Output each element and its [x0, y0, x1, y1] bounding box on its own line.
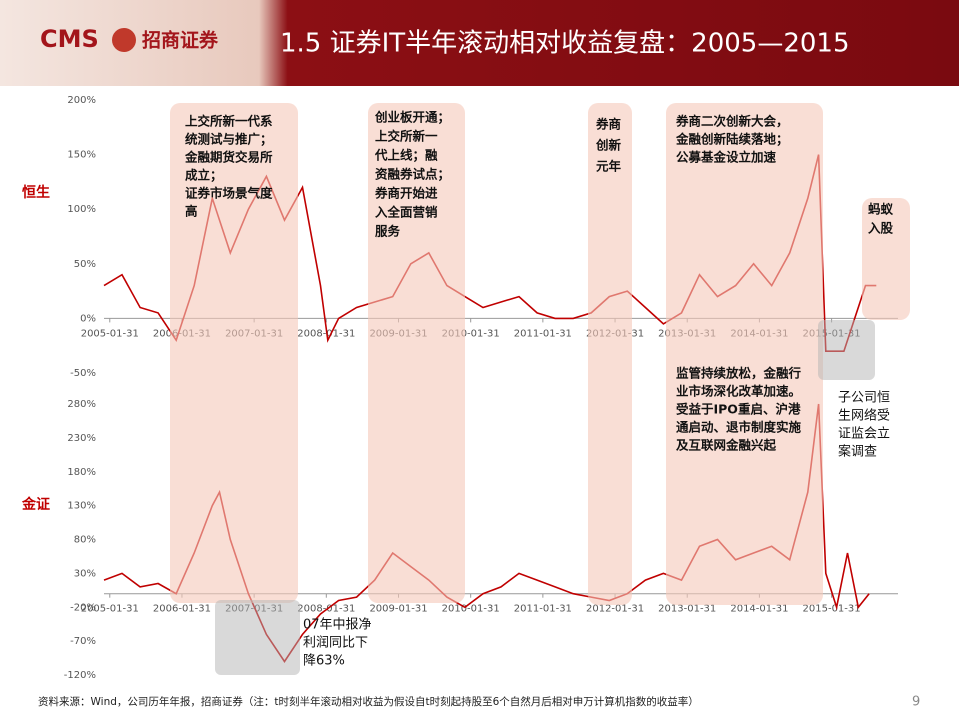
logo-cn: 招商证券 [142, 29, 219, 52]
y-tick-label: 280% [67, 399, 96, 410]
y-tick-label: 200% [67, 95, 96, 106]
x-tick-label: 2013-01-31 [658, 604, 716, 615]
annotation: 创业板开通； [374, 110, 450, 125]
y-tick-label: 150% [67, 150, 96, 161]
event-box [818, 320, 875, 380]
event-box [215, 600, 300, 675]
y-tick-label: 230% [67, 433, 96, 444]
y-tick-label: -50% [70, 368, 96, 379]
annotation: 07年中报净 [303, 618, 372, 633]
annotation: 生网络受 [838, 408, 890, 424]
highlight-period [666, 103, 823, 605]
annotation: 业市场深化改革加速。 [676, 384, 801, 399]
x-tick-label: 2015-01-31 [803, 604, 861, 615]
y-tick-label: 50% [74, 259, 96, 270]
x-tick-label: 2011-01-31 [514, 328, 572, 339]
annotation: 上交所新一 [375, 129, 438, 144]
y-tick-label: 100% [67, 204, 96, 215]
annotation: 通启动、退市制度实施 [676, 420, 802, 435]
annotation: 及互联网金融兴起 [676, 438, 777, 453]
logo-icon [112, 28, 136, 52]
header-band [0, 0, 959, 86]
highlight-period [862, 198, 910, 320]
x-tick-label: 2009-01-31 [369, 604, 427, 615]
x-tick-label: 2005-01-31 [81, 604, 139, 615]
annotation: 证监会立 [838, 427, 890, 442]
y-tick-label: 30% [74, 568, 96, 579]
annotation: 证券市场景气度 [185, 186, 273, 201]
annotation: 券商 [595, 117, 621, 132]
annotation: 创新 [595, 138, 622, 153]
annotation: 监管持续放松，金融行 [676, 366, 802, 381]
x-tick-label: 2006-01-31 [153, 604, 211, 615]
y-tick-label: -70% [70, 636, 96, 647]
annotation: 金融期货交易所 [184, 150, 273, 165]
annotation: 公募基金设立加速 [676, 150, 777, 165]
y-tick-label: 80% [74, 535, 96, 546]
annotation: 服务 [375, 224, 401, 239]
annotation: 券商二次创新大会， [675, 114, 789, 129]
annotation: 受益于IPO重启、沪港 [676, 402, 801, 417]
annotation: 高 [185, 204, 198, 219]
annotation: 降63% [303, 654, 345, 669]
annotation: 券商开始进 [374, 186, 438, 201]
annotation: 元年 [596, 159, 622, 174]
highlight-period [368, 103, 465, 603]
x-tick-label: 2014-01-31 [730, 604, 788, 615]
annotation: 入全面营销 [375, 205, 438, 220]
x-tick-label: 2010-01-31 [442, 604, 500, 615]
annotation: 成立； [185, 168, 223, 183]
x-tick-label: 2012-01-31 [586, 604, 644, 615]
annotation: 入股 [868, 221, 894, 236]
annotation: 统测试与推广； [185, 132, 273, 147]
y-tick-label: 0% [80, 313, 96, 324]
annotation: 金融创新陆续落地； [675, 132, 789, 147]
series-label: 恒生 [22, 184, 50, 201]
y-tick-label: -120% [64, 670, 96, 681]
annotation: 案调查 [838, 445, 877, 460]
annotation: 资融券试点； [375, 167, 450, 182]
y-tick-label: 180% [67, 467, 96, 478]
annotation: 蚂蚁 [868, 202, 894, 217]
y-tick-label: 130% [67, 501, 96, 512]
footer-source: 资料来源：Wind，公司历年年报，招商证券（注：t时刻半年滚动相对收益为假设自t… [38, 695, 699, 708]
annotation: 子公司恒 [838, 391, 890, 406]
annotation: 上交所新一代系 [185, 114, 273, 129]
y-tick-label: -20% [70, 602, 96, 613]
x-tick-label: 2005-01-31 [81, 328, 139, 339]
slide-title: 1.5 证券IT半年滚动相对收益复盘：2005—2015 [280, 29, 850, 59]
annotation: 代上线；融 [374, 148, 438, 163]
x-tick-label: 2010-01-31 [442, 328, 500, 339]
logo: CMS [40, 25, 99, 53]
highlight-period [170, 103, 298, 603]
series-label: 金证 [21, 496, 50, 513]
highlight-period [588, 103, 632, 605]
x-tick-label: 2011-01-31 [514, 604, 572, 615]
page-number: 9 [912, 695, 920, 710]
annotation: 利润同比下 [303, 636, 368, 651]
